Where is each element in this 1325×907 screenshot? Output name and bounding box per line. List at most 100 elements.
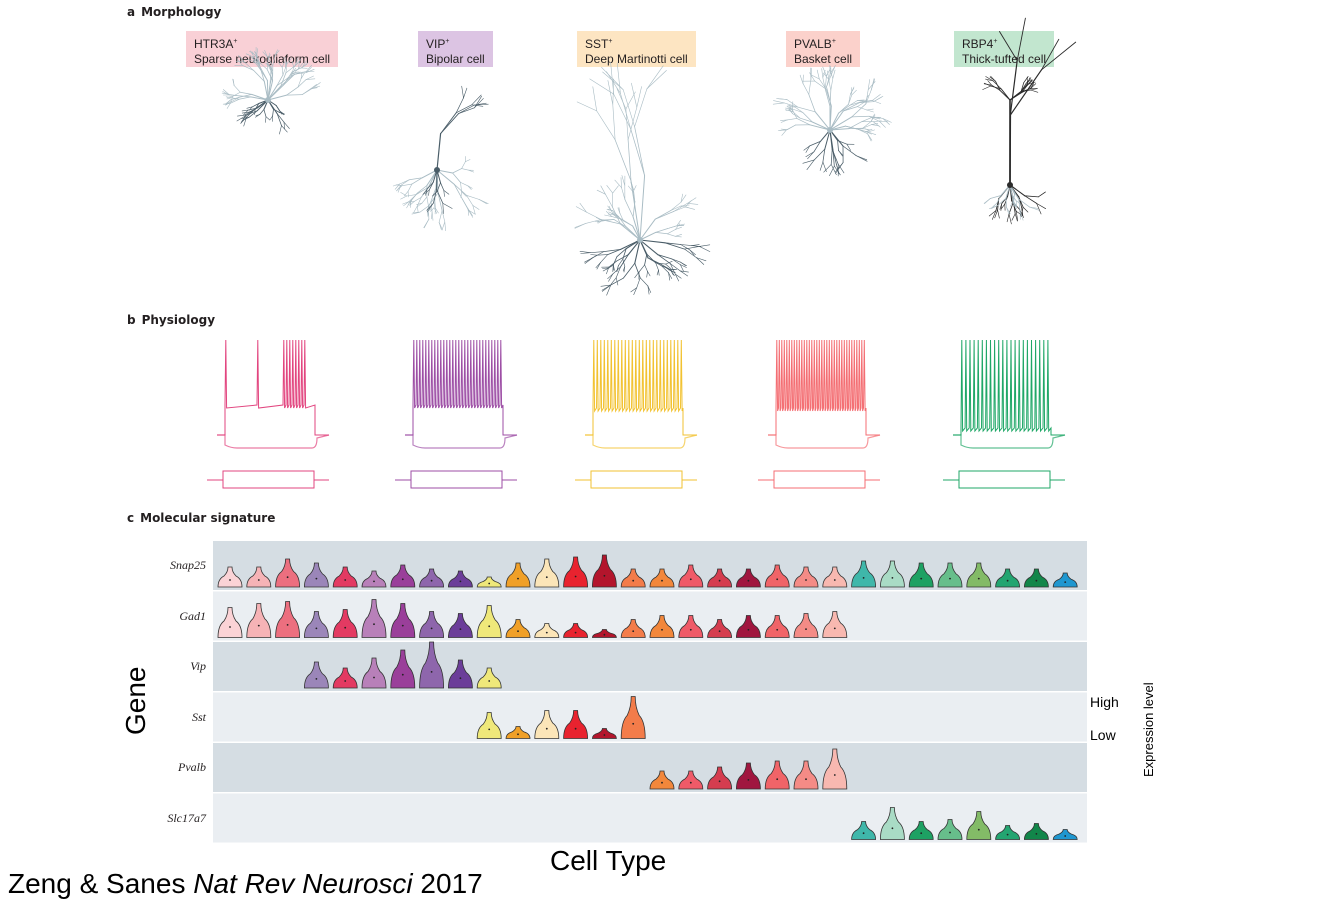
marker-sup: +: [608, 38, 613, 45]
violin-median: [430, 671, 433, 673]
violin-Snap25-24: [908, 562, 934, 588]
violin-Slc17a7-25: [937, 819, 963, 840]
violin-Snap25-0: [217, 566, 243, 588]
panel-b-title: Physiology: [141, 313, 216, 327]
marker-text: RBP4: [962, 37, 994, 51]
gene-label-Sst: Sst: [191, 709, 206, 724]
panel-a-title: Morphology: [141, 5, 222, 19]
violin-Snap25-8: [447, 570, 473, 588]
violin-Gad1-10: [505, 619, 531, 638]
violin-median: [689, 781, 692, 784]
violin-Snap25-16: [678, 564, 704, 588]
violin-Gad1-4: [332, 609, 358, 638]
violin-Snap25-19: [764, 564, 790, 588]
violin-Sst-12: [563, 710, 589, 739]
violin-median: [401, 673, 404, 676]
violin-Sst-10: [505, 726, 531, 739]
cell-type-box-1: VIP+ Bipolar cell: [418, 31, 493, 67]
violin-Snap25-27: [995, 568, 1021, 588]
violin-Gad1-5: [361, 599, 387, 638]
violin-median: [776, 628, 779, 631]
violin-median: [401, 624, 404, 627]
violin-Snap25-9: [476, 576, 502, 588]
violin-median: [229, 579, 231, 581]
cell-type-marker: HTR3A+: [194, 34, 330, 52]
panel-b-letter: b: [127, 313, 136, 327]
violin-Snap25-5: [361, 570, 387, 588]
violin-Slc17a7-22: [851, 821, 877, 840]
row-bg-Pvalb: [213, 743, 1087, 792]
gene-axis-label: Gene: [120, 666, 151, 736]
violin-Slc17a7-28: [1023, 823, 1049, 840]
violin-median: [488, 582, 491, 585]
cell-type-name: Bipolar cell: [426, 52, 485, 66]
violin-Vip-7: [419, 641, 445, 689]
violin-Vip-9: [476, 667, 502, 689]
phys-trace-2: [575, 339, 698, 489]
panel-c-title: Molecular signature: [140, 511, 276, 525]
violin-median: [517, 577, 519, 580]
violin-Snap25-7: [419, 568, 445, 588]
violin-Pvalb-20: [793, 760, 819, 790]
violin-median: [229, 626, 231, 628]
violin-median: [257, 624, 260, 627]
legend-title: Expression level: [1141, 682, 1156, 777]
violin-median: [891, 577, 894, 579]
violin-median: [545, 631, 548, 634]
violin-Snap25-3: [303, 562, 329, 588]
violin-median: [574, 727, 577, 730]
violin-Snap25-26: [966, 562, 992, 588]
violin-Slc17a7-23: [879, 807, 905, 840]
violin-Snap25-10: [505, 562, 531, 588]
violin-Gad1-20: [793, 613, 819, 638]
violin-Snap25-2: [275, 558, 301, 588]
violin-Gad1-2: [275, 601, 301, 638]
violin-Slc17a7-29: [1052, 829, 1078, 840]
phys-trace-1: [395, 339, 518, 489]
violin-Gad1-9: [476, 605, 502, 638]
gene-label-Pvalb: Pvalb: [178, 760, 206, 774]
violin-Gad1-14: [620, 619, 646, 638]
violin-Snap25-21: [822, 566, 848, 588]
violin-median: [344, 626, 347, 629]
violin-Gad1-15: [649, 615, 675, 638]
violin-median: [517, 733, 519, 736]
violin-median: [1035, 833, 1038, 835]
violin-median: [574, 575, 577, 578]
violin-Slc17a7-27: [995, 825, 1021, 840]
violin-median: [891, 827, 894, 830]
violin-Gad1-17: [707, 619, 733, 638]
violin-Vip-4: [332, 667, 358, 689]
violin-Gad1-0: [217, 607, 243, 638]
violin-median: [488, 728, 491, 731]
violin-median: [920, 832, 923, 835]
violin-median: [373, 623, 375, 626]
violin-median: [459, 580, 462, 583]
violin-Vip-6: [390, 649, 416, 689]
cell-type-axis-label: Cell Type: [550, 845, 667, 876]
violin-median: [488, 625, 491, 628]
citation-authors: Zeng & Sanes: [8, 868, 194, 899]
cell-type-name: Thick-tufted cell: [962, 52, 1047, 66]
violin-median: [401, 578, 404, 581]
violin-Snap25-15: [649, 568, 675, 588]
phys-trace-3: [758, 339, 881, 489]
violin-Snap25-25: [937, 562, 963, 588]
violin-Slc17a7-26: [966, 811, 992, 840]
violin-median: [315, 577, 318, 580]
violin-median: [833, 774, 836, 776]
citation-year: 2017: [412, 868, 483, 899]
violin-Snap25-6: [390, 564, 416, 588]
violin-Sst-13: [591, 728, 617, 739]
citation: Zeng & Sanes Nat Rev Neurosci 2017: [8, 868, 483, 900]
marker-text: VIP: [426, 37, 446, 51]
row-bg-Gad1: [213, 591, 1087, 641]
row-bg-Sst: [213, 692, 1087, 742]
violin-median: [862, 832, 865, 835]
violin-median: [805, 778, 807, 781]
morph-htr3a: [221, 46, 321, 135]
molecular-row-backgrounds: [213, 541, 1087, 843]
phys-trace-0: [207, 339, 330, 489]
violin-Snap25-29: [1052, 572, 1078, 588]
violin-Snap25-22: [851, 560, 877, 588]
